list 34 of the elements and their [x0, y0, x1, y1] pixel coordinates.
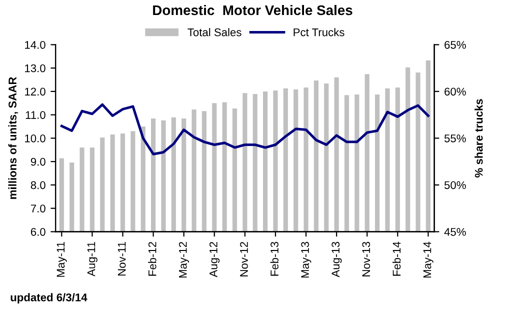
y-tick-label: 8.0 — [30, 181, 46, 190]
x-tick-label: May-12 — [178, 242, 190, 278]
x-tick-label: May-11 — [56, 242, 67, 277]
y2-tick-label: 60% — [444, 88, 466, 96]
chart-title: Domestic Motor Vehicle Sales — [153, 4, 352, 16]
text: updated 6/3/14 — [10, 293, 88, 304]
y-tick-label: 9.0 — [30, 158, 46, 166]
x-tick-label: Feb-13 — [270, 242, 278, 276]
x-tick-label: May-14 — [423, 242, 434, 278]
y2-tick-label: 45% — [444, 228, 466, 236]
x-tick-label: Feb-14 — [392, 242, 401, 276]
x-tick-label: Aug-13 — [332, 242, 342, 278]
legend-label: Pct Trucks — [294, 28, 344, 36]
y-tick-label: 10.0 — [25, 134, 46, 142]
y2-tick-label: 50% — [444, 181, 466, 190]
y-tick-label: 11.0 — [26, 111, 46, 119]
y2-tick-label: 55% — [444, 134, 466, 142]
line-series — [60, 103, 430, 156]
y2-tick-label: 65% — [444, 40, 466, 49]
x-tick-label: Aug-12 — [209, 242, 220, 278]
y-axis-title: millions of units, SAAR — [8, 76, 18, 199]
x-tick-label: Nov-11 — [118, 242, 126, 276]
x-tick-label: Aug-11 — [87, 242, 98, 276]
x-tick-label: Feb-12 — [148, 242, 156, 276]
x-tick-label: Nov-13 — [362, 242, 370, 276]
x-tick-label: May-13 — [301, 242, 312, 278]
y-tick-label: 6.0 — [30, 228, 46, 236]
y-tick-label: 13.0 — [25, 64, 46, 72]
x-tick-label: Nov-12 — [240, 242, 248, 276]
y-tick-label: 14.0 — [25, 40, 46, 49]
y-tick-label: 12.0 — [25, 88, 46, 96]
y2-axis-title: % share trucks — [474, 99, 483, 178]
legend-label: Total Sales — [188, 28, 242, 36]
y-tick-label: 7.0 — [30, 204, 46, 212]
